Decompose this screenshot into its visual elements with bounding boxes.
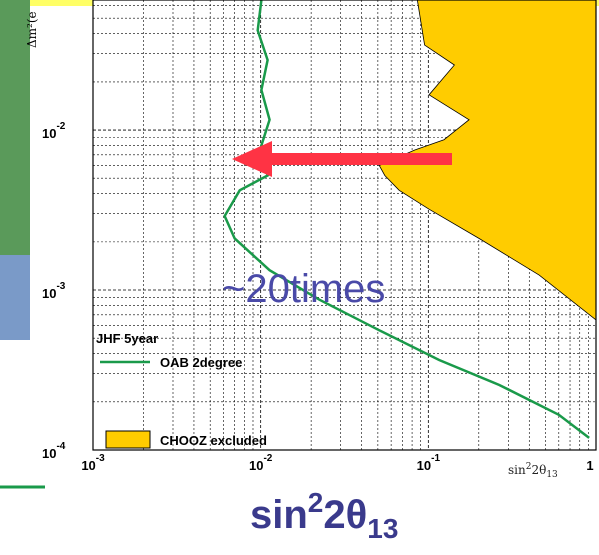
- label-mid: 2θ: [531, 463, 546, 477]
- page: {"chart_data": { "type": "line", "xscale…: [0, 0, 599, 555]
- chart-title: sin22θ13: [250, 487, 398, 544]
- tick-label: 10-1: [417, 453, 441, 473]
- tick-label-base: 10: [249, 458, 263, 473]
- label-sup: 2: [308, 487, 324, 518]
- tick-label-base: 10: [417, 458, 431, 473]
- tick-label: 10-3: [81, 453, 105, 473]
- slide-image-strip: [0, 255, 30, 340]
- tick-label-exponent: -2: [56, 121, 65, 132]
- tick-label-exponent: -4: [56, 441, 65, 452]
- tick-label-base: 10: [42, 126, 56, 141]
- legend-title: JHF 5year: [96, 331, 158, 346]
- tick-label: 1: [586, 458, 593, 473]
- legend-label: OAB 2degree: [160, 355, 242, 370]
- x-axis-label: sin22θ13: [508, 462, 558, 480]
- tick-label: 10-2: [249, 453, 273, 473]
- label-sub: 13: [546, 470, 558, 480]
- tick-label: 10-2: [42, 121, 66, 141]
- legend-label: CHOOZ excluded: [160, 433, 267, 448]
- label-base: sin: [508, 463, 526, 477]
- chart: 10-310-210-1110-410-310-2Δm²(esin22θ13si…: [0, 0, 599, 555]
- tick-label-base: 10: [42, 446, 56, 461]
- legend-swatch: [106, 431, 150, 448]
- y-axis-label: Δm²(e: [25, 11, 39, 48]
- tick-label-exponent: -3: [96, 453, 105, 464]
- label-base: sin: [250, 493, 308, 537]
- tick-label: 10-3: [42, 281, 66, 301]
- tick-label-exponent: -1: [431, 453, 440, 464]
- label-sub: 13: [367, 513, 398, 544]
- tick-label-exponent: -2: [263, 453, 272, 464]
- tick-label: 10-4: [42, 441, 66, 461]
- label-mid: 2θ: [323, 493, 367, 537]
- tick-label-exponent: -3: [56, 281, 65, 292]
- tick-label-base: 10: [81, 458, 95, 473]
- tick-label-base: 10: [42, 286, 56, 301]
- annotation: ~20times: [222, 267, 385, 311]
